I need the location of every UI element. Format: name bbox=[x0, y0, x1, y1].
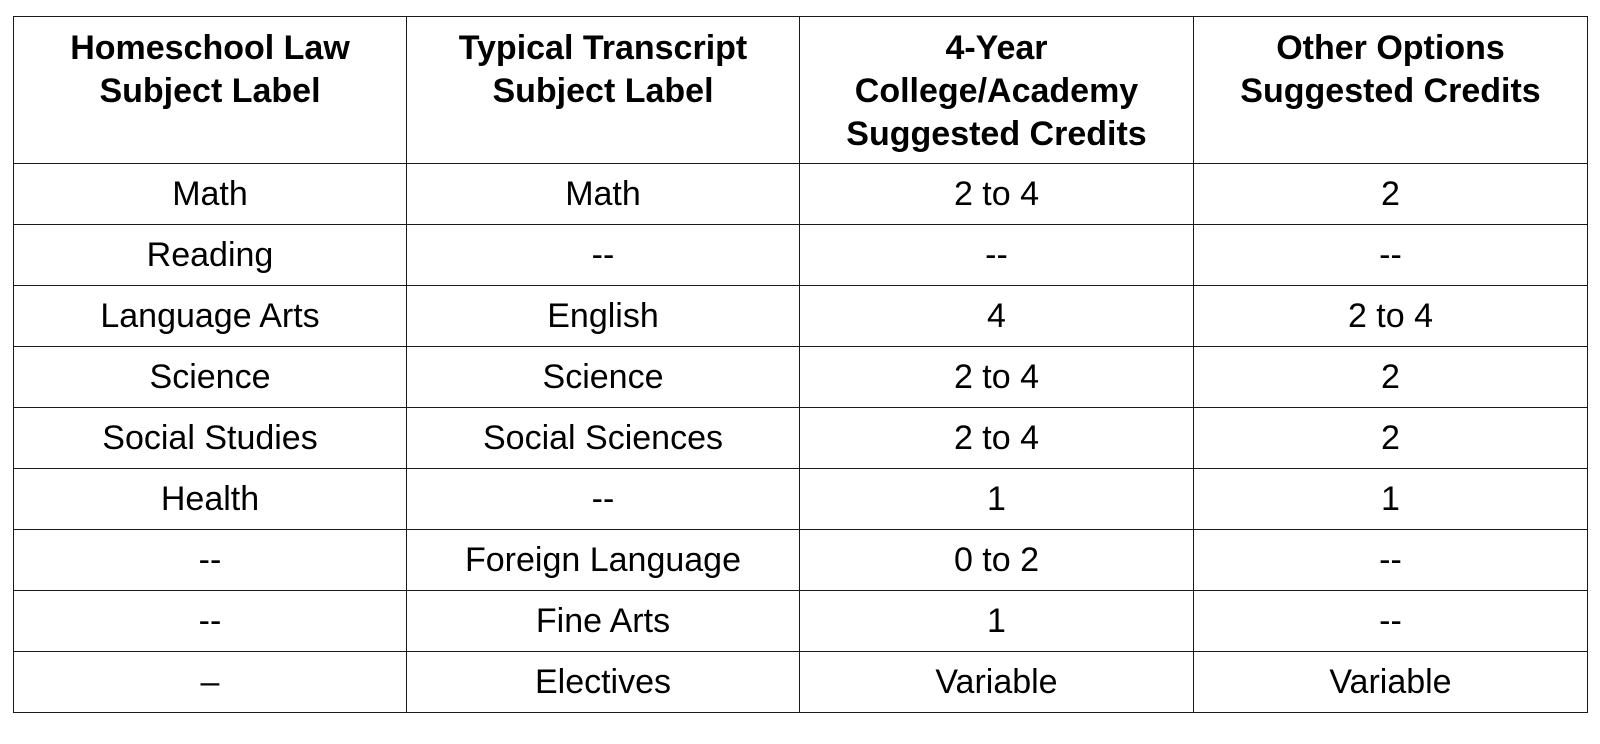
header-line: College/Academy bbox=[854, 72, 1139, 110]
table-cell: Math bbox=[406, 163, 800, 225]
table-cell: – bbox=[13, 651, 407, 713]
credits-table: Homeschool Law Subject Label Typical Tra… bbox=[13, 16, 1588, 713]
table-cell: 2 to 4 bbox=[799, 407, 1194, 469]
table-cell: 2 bbox=[1193, 163, 1588, 225]
table-cell: 1 bbox=[799, 468, 1194, 530]
table-cell: 2 to 4 bbox=[799, 346, 1194, 408]
header-line: Suggested Credits bbox=[846, 115, 1147, 153]
header-line: Suggested Credits bbox=[1240, 72, 1541, 110]
table-row: Science Science 2 to 4 2 bbox=[13, 346, 1588, 408]
table-cell: 4 bbox=[799, 285, 1194, 347]
table-cell: 2 to 4 bbox=[1193, 285, 1588, 347]
table-row: Language Arts English 4 2 to 4 bbox=[13, 285, 1588, 347]
table-cell: Language Arts bbox=[13, 285, 407, 347]
table-cell: -- bbox=[13, 529, 407, 591]
header-row: Homeschool Law Subject Label Typical Tra… bbox=[13, 16, 1588, 164]
table-cell: -- bbox=[1193, 590, 1588, 652]
table-cell: 0 to 2 bbox=[799, 529, 1194, 591]
table-cell: -- bbox=[406, 224, 800, 286]
table-row: -- Foreign Language 0 to 2 -- bbox=[13, 529, 1588, 591]
table-cell: Health bbox=[13, 468, 407, 530]
table-cell: Electives bbox=[406, 651, 800, 713]
header-homeschool-law-subject-label: Homeschool Law Subject Label bbox=[13, 16, 407, 164]
table-row: Health -- 1 1 bbox=[13, 468, 1588, 530]
header-line: Typical Transcript bbox=[458, 29, 748, 67]
header-typical-transcript-subject-label: Typical Transcript Subject Label bbox=[406, 16, 800, 164]
table-cell: Variable bbox=[1193, 651, 1588, 713]
table-cell: English bbox=[406, 285, 800, 347]
table-cell: Science bbox=[13, 346, 407, 408]
table-row: -- Fine Arts 1 -- bbox=[13, 590, 1588, 652]
header-line: Homeschool Law bbox=[70, 29, 350, 67]
table-cell: Fine Arts bbox=[406, 590, 800, 652]
table-cell: -- bbox=[799, 224, 1194, 286]
table-cell: Variable bbox=[799, 651, 1194, 713]
table-cell: 2 bbox=[1193, 346, 1588, 408]
table-cell: 2 to 4 bbox=[799, 163, 1194, 225]
table-cell: -- bbox=[1193, 224, 1588, 286]
table-cell: 2 bbox=[1193, 407, 1588, 469]
table-cell: 1 bbox=[1193, 468, 1588, 530]
header-line: 4-Year bbox=[945, 29, 1048, 67]
table-cell: Foreign Language bbox=[406, 529, 800, 591]
table-cell: Math bbox=[13, 163, 407, 225]
table-row: Reading -- -- -- bbox=[13, 224, 1588, 286]
table-cell: Social Studies bbox=[13, 407, 407, 469]
table-cell: -- bbox=[1193, 529, 1588, 591]
header-other-options-suggested-credits: Other Options Suggested Credits bbox=[1193, 16, 1588, 164]
table-row: Social Studies Social Sciences 2 to 4 2 bbox=[13, 407, 1588, 469]
header-line: Subject Label bbox=[99, 72, 321, 110]
header-line: Other Options bbox=[1276, 29, 1505, 67]
table-row: – Electives Variable Variable bbox=[13, 651, 1588, 713]
header-line: Subject Label bbox=[492, 72, 714, 110]
table-cell: Reading bbox=[13, 224, 407, 286]
table-cell: 1 bbox=[799, 590, 1194, 652]
header-four-year-suggested-credits: 4-Year College/Academy Suggested Credits bbox=[799, 16, 1194, 164]
table-cell: -- bbox=[406, 468, 800, 530]
table-cell: -- bbox=[13, 590, 407, 652]
table-row: Math Math 2 to 4 2 bbox=[13, 163, 1588, 225]
table-cell: Social Sciences bbox=[406, 407, 800, 469]
table-cell: Science bbox=[406, 346, 800, 408]
